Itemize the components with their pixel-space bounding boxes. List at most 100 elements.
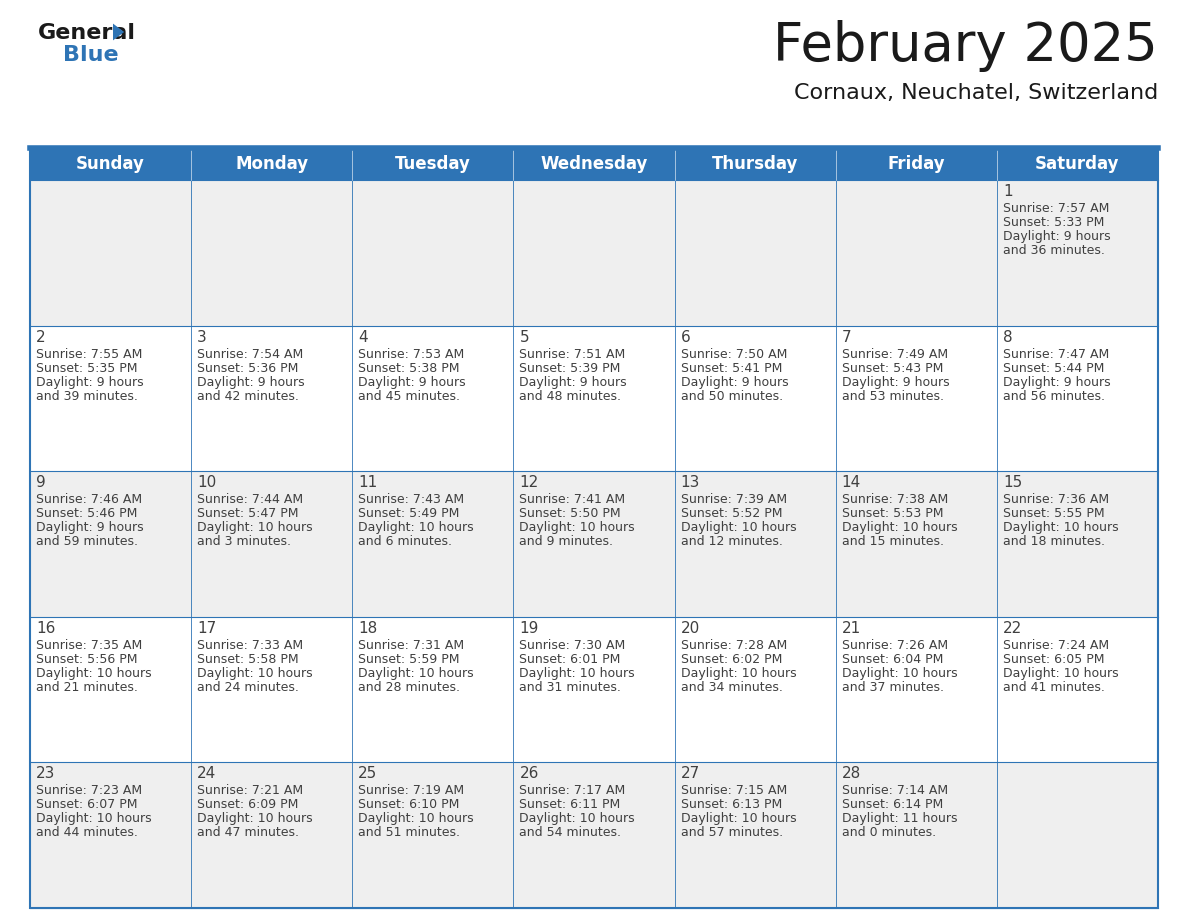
Text: Daylight: 10 hours: Daylight: 10 hours: [36, 666, 152, 680]
Bar: [191, 180, 353, 326]
Text: Sunset: 5:36 PM: Sunset: 5:36 PM: [197, 362, 298, 375]
Bar: [835, 763, 997, 908]
Text: Sunset: 6:11 PM: Sunset: 6:11 PM: [519, 799, 620, 812]
Text: Sunrise: 7:51 AM: Sunrise: 7:51 AM: [519, 348, 626, 361]
Text: 17: 17: [197, 621, 216, 636]
Text: Cornaux, Neuchatel, Switzerland: Cornaux, Neuchatel, Switzerland: [794, 83, 1158, 103]
Text: Sunrise: 7:23 AM: Sunrise: 7:23 AM: [36, 784, 143, 798]
Text: Daylight: 11 hours: Daylight: 11 hours: [842, 812, 958, 825]
Text: Sunday: Sunday: [76, 155, 145, 173]
Text: Sunrise: 7:35 AM: Sunrise: 7:35 AM: [36, 639, 143, 652]
Text: Daylight: 9 hours: Daylight: 9 hours: [36, 521, 144, 534]
Text: Sunrise: 7:57 AM: Sunrise: 7:57 AM: [1003, 202, 1110, 215]
Text: and 18 minutes.: and 18 minutes.: [1003, 535, 1105, 548]
Text: 25: 25: [359, 767, 378, 781]
Text: and 15 minutes.: and 15 minutes.: [842, 535, 943, 548]
Text: Sunset: 6:13 PM: Sunset: 6:13 PM: [681, 799, 782, 812]
Text: Sunset: 5:33 PM: Sunset: 5:33 PM: [1003, 216, 1104, 229]
Text: Sunrise: 7:49 AM: Sunrise: 7:49 AM: [842, 348, 948, 361]
Text: and 56 minutes.: and 56 minutes.: [1003, 389, 1105, 403]
Text: Daylight: 10 hours: Daylight: 10 hours: [197, 521, 312, 534]
Text: 1: 1: [1003, 184, 1012, 199]
Bar: [513, 617, 675, 763]
Text: Sunset: 5:41 PM: Sunset: 5:41 PM: [681, 362, 782, 375]
Text: 6: 6: [681, 330, 690, 344]
Bar: [30, 471, 191, 617]
Bar: [191, 471, 353, 617]
Text: Sunset: 5:46 PM: Sunset: 5:46 PM: [36, 508, 138, 521]
Bar: [30, 763, 191, 908]
Text: Sunrise: 7:30 AM: Sunrise: 7:30 AM: [519, 639, 626, 652]
Text: Sunrise: 7:36 AM: Sunrise: 7:36 AM: [1003, 493, 1108, 506]
Text: Sunset: 6:04 PM: Sunset: 6:04 PM: [842, 653, 943, 666]
Text: and 37 minutes.: and 37 minutes.: [842, 681, 943, 694]
Text: Daylight: 10 hours: Daylight: 10 hours: [681, 812, 796, 825]
Text: 8: 8: [1003, 330, 1012, 344]
Text: and 59 minutes.: and 59 minutes.: [36, 535, 138, 548]
Text: 27: 27: [681, 767, 700, 781]
Bar: [30, 326, 191, 471]
Text: Sunset: 5:38 PM: Sunset: 5:38 PM: [359, 362, 460, 375]
Text: Daylight: 10 hours: Daylight: 10 hours: [519, 521, 636, 534]
Text: and 21 minutes.: and 21 minutes.: [36, 681, 138, 694]
Text: and 31 minutes.: and 31 minutes.: [519, 681, 621, 694]
Bar: [997, 617, 1158, 763]
Text: Sunset: 6:01 PM: Sunset: 6:01 PM: [519, 653, 621, 666]
Text: Sunset: 5:59 PM: Sunset: 5:59 PM: [359, 653, 460, 666]
Text: Sunrise: 7:46 AM: Sunrise: 7:46 AM: [36, 493, 143, 506]
Bar: [191, 326, 353, 471]
Bar: [835, 471, 997, 617]
Text: Friday: Friday: [887, 155, 946, 173]
Text: 5: 5: [519, 330, 529, 344]
Text: Sunset: 5:52 PM: Sunset: 5:52 PM: [681, 508, 782, 521]
Text: Sunrise: 7:50 AM: Sunrise: 7:50 AM: [681, 348, 786, 361]
Bar: [997, 763, 1158, 908]
Bar: [835, 326, 997, 471]
Text: and 34 minutes.: and 34 minutes.: [681, 681, 783, 694]
Text: Sunrise: 7:41 AM: Sunrise: 7:41 AM: [519, 493, 626, 506]
Bar: [191, 763, 353, 908]
Text: 19: 19: [519, 621, 539, 636]
Text: and 54 minutes.: and 54 minutes.: [519, 826, 621, 839]
Bar: [513, 471, 675, 617]
Text: Sunrise: 7:44 AM: Sunrise: 7:44 AM: [197, 493, 303, 506]
Bar: [835, 617, 997, 763]
Text: Daylight: 10 hours: Daylight: 10 hours: [1003, 521, 1118, 534]
Text: Tuesday: Tuesday: [394, 155, 470, 173]
Text: and 50 minutes.: and 50 minutes.: [681, 389, 783, 403]
Text: Sunrise: 7:17 AM: Sunrise: 7:17 AM: [519, 784, 626, 798]
Text: and 12 minutes.: and 12 minutes.: [681, 535, 783, 548]
Text: Sunset: 6:05 PM: Sunset: 6:05 PM: [1003, 653, 1105, 666]
Text: 18: 18: [359, 621, 378, 636]
Text: Daylight: 9 hours: Daylight: 9 hours: [197, 375, 305, 388]
Text: Sunrise: 7:55 AM: Sunrise: 7:55 AM: [36, 348, 143, 361]
Text: Daylight: 10 hours: Daylight: 10 hours: [842, 666, 958, 680]
Text: Sunrise: 7:31 AM: Sunrise: 7:31 AM: [359, 639, 465, 652]
Text: and 28 minutes.: and 28 minutes.: [359, 681, 460, 694]
Bar: [353, 180, 513, 326]
Text: Sunset: 5:50 PM: Sunset: 5:50 PM: [519, 508, 621, 521]
Bar: [353, 326, 513, 471]
Text: Daylight: 9 hours: Daylight: 9 hours: [519, 375, 627, 388]
Text: 26: 26: [519, 767, 539, 781]
Text: and 3 minutes.: and 3 minutes.: [197, 535, 291, 548]
Text: and 44 minutes.: and 44 minutes.: [36, 826, 138, 839]
Text: Sunset: 5:53 PM: Sunset: 5:53 PM: [842, 508, 943, 521]
Text: 12: 12: [519, 476, 538, 490]
Text: Sunset: 6:07 PM: Sunset: 6:07 PM: [36, 799, 138, 812]
Text: and 53 minutes.: and 53 minutes.: [842, 389, 943, 403]
Text: 20: 20: [681, 621, 700, 636]
Text: 16: 16: [36, 621, 56, 636]
Text: Blue: Blue: [63, 45, 119, 65]
Bar: [30, 617, 191, 763]
Text: 3: 3: [197, 330, 207, 344]
Text: 22: 22: [1003, 621, 1022, 636]
Text: Sunrise: 7:39 AM: Sunrise: 7:39 AM: [681, 493, 786, 506]
Bar: [997, 326, 1158, 471]
Bar: [353, 471, 513, 617]
Text: Sunset: 5:55 PM: Sunset: 5:55 PM: [1003, 508, 1105, 521]
Text: Sunrise: 7:24 AM: Sunrise: 7:24 AM: [1003, 639, 1108, 652]
Text: General: General: [38, 23, 135, 43]
Text: Sunset: 5:44 PM: Sunset: 5:44 PM: [1003, 362, 1104, 375]
Bar: [513, 763, 675, 908]
